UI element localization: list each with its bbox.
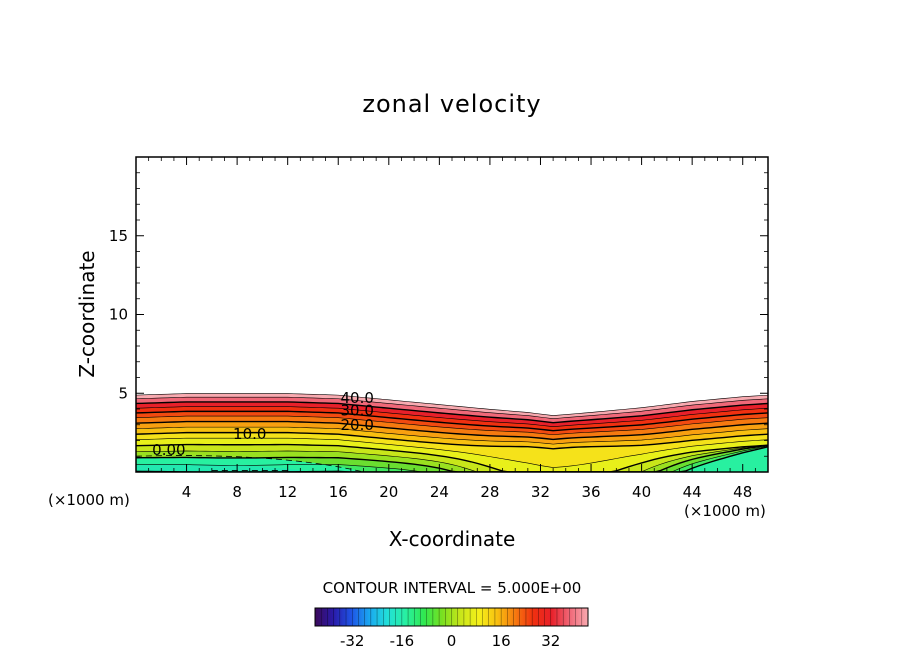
colorbar: -32 -16 0 16 32	[314, 607, 589, 650]
contour-line	[136, 410, 768, 432]
x-tick-label: 28	[480, 483, 499, 501]
colorbar-ticks: -32 -16 0 16 32	[340, 632, 560, 650]
x-axis-ticks: 4 8 12 16 20 24 28 32 36 40 44 48	[148, 157, 756, 501]
colorbar-tick-label: 16	[492, 632, 511, 650]
contour-label: 10.0	[233, 425, 266, 443]
contour-line	[136, 443, 768, 472]
contour-line	[136, 406, 768, 427]
contour-line	[136, 415, 768, 436]
contour-label: 0.00	[152, 441, 185, 459]
contour-line	[136, 431, 768, 450]
contour-line	[136, 396, 768, 419]
y-axis-label: Z-coordinate	[75, 250, 99, 377]
x-tick-label: 8	[232, 483, 242, 501]
x-tick-label: 36	[581, 483, 600, 501]
colorbar-stripes	[320, 608, 583, 626]
x-tick-label: 24	[430, 483, 449, 501]
x-tick-label: 32	[531, 483, 550, 501]
contour-lines	[136, 393, 768, 472]
x-unit-left: (×1000 m)	[48, 491, 130, 509]
contour-interval-text: CONTOUR INTERVAL = 5.000E+00	[323, 579, 582, 597]
x-tick-label: 48	[733, 483, 752, 501]
contour-label: 40.0	[340, 389, 373, 407]
x-tick-label: 12	[278, 483, 297, 501]
x-tick-label: 20	[379, 483, 398, 501]
contour-line	[136, 444, 768, 472]
y-axis-ticks: 5 10 15	[109, 172, 768, 457]
contour-line	[136, 445, 768, 472]
x-unit-right: (×1000 m)	[684, 502, 766, 520]
x-tick-label: 4	[182, 483, 192, 501]
x-tick-label: 16	[329, 483, 348, 501]
colorbar-tick-label: -32	[340, 632, 365, 650]
contour-label: 20.0	[340, 416, 373, 434]
contour-top-boundary	[136, 393, 768, 416]
y-tick-label: 15	[109, 227, 128, 245]
chart-title: zonal velocity	[362, 90, 541, 118]
contour-line	[136, 426, 768, 445]
x-axis-label: X-coordinate	[389, 527, 516, 551]
colorbar-frame	[314, 607, 589, 627]
x-tick-label: 40	[632, 483, 651, 501]
x-tick-label: 44	[683, 483, 702, 501]
colorbar-tick-label: 0	[447, 632, 457, 650]
y-tick-label: 10	[109, 306, 128, 324]
contour-labels: 40.030.020.0 10.0 0.00	[152, 389, 374, 459]
y-tick-label: 5	[118, 384, 128, 402]
contour-field	[136, 393, 768, 472]
colorbar-tick-label: -16	[390, 632, 415, 650]
contour-line	[136, 401, 768, 424]
contour-line	[136, 437, 768, 468]
contour-label: 30.0	[340, 402, 373, 420]
contour-line	[136, 420, 768, 441]
colorbar-tick-label: 32	[541, 632, 560, 650]
